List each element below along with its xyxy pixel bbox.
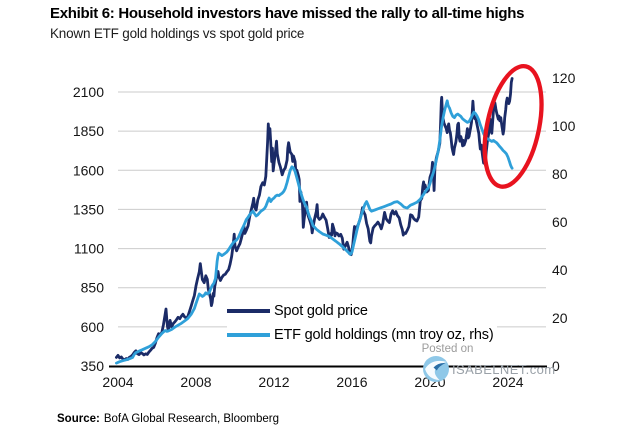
red-circle-annotation [482, 63, 544, 189]
x-axis-tick-labels: 2004 2008 2012 2016 2020 2024 [102, 374, 523, 390]
etf-gold-holdings-line [115, 99, 514, 365]
right-axis-tick-label: 80 [552, 166, 568, 182]
data-series-lines [115, 77, 514, 365]
source-text: BofA Global Research, Bloomberg [103, 413, 279, 425]
x-axis-tick-label: 2008 [180, 374, 211, 390]
legend-item-spot-gold-price: Spot gold price [227, 300, 372, 322]
watermark-posted-on: Posted on [421, 343, 474, 355]
left-axis-tick-label: 1600 [73, 162, 104, 178]
left-axis-tick-label: 1850 [73, 123, 104, 139]
exhibit-title: Exhibit 6: Household investors have miss… [50, 5, 525, 22]
left-axis-tick-label: 850 [81, 280, 105, 296]
right-axis-tick-labels: 0 20 40 60 80 100 120 [552, 70, 576, 374]
right-axis-tick-label: 40 [552, 262, 568, 278]
left-axis-tick-label: 2100 [73, 84, 104, 100]
legend-item-etf-gold-holdings: ETF gold holdings (mn troy oz, rhs) [227, 324, 498, 346]
x-axis-tick-label: 2012 [258, 374, 289, 390]
etf-holdings-line-swatch [227, 333, 270, 337]
x-axis-tick-label: 2024 [492, 374, 523, 390]
legend-label-etf-gold-holdings: ETF gold holdings (mn troy oz, rhs) [274, 327, 494, 343]
right-axis-tick-label: 20 [552, 310, 568, 326]
right-axis-tick-label: 120 [552, 70, 576, 86]
left-axis-tick-label: 1100 [74, 241, 104, 257]
isabelnet-logo-icon [423, 356, 449, 382]
watermark-site-name: ISABELNET.com [452, 362, 556, 377]
left-axis-tick-labels: 350 600 850 1100 1350 1600 1850 2100 [73, 84, 104, 374]
right-axis-tick-label: 0 [552, 358, 560, 374]
legend-label-spot-gold-price: Spot gold price [274, 303, 368, 319]
source-label: Source: [57, 413, 100, 425]
x-axis-tick-label: 2016 [336, 374, 367, 390]
x-axis-tick-label: 2004 [102, 374, 133, 390]
exhibit-subtitle: Known ETF gold holdings vs spot gold pri… [50, 26, 305, 41]
left-axis-tick-label: 600 [81, 319, 105, 335]
right-axis-tick-label: 100 [552, 118, 576, 134]
left-axis-tick-label: 350 [81, 358, 105, 374]
left-axis-tick-label: 1350 [73, 201, 104, 217]
divergence-highlight-ellipse [482, 63, 544, 189]
right-axis-tick-label: 60 [552, 214, 568, 230]
source-line: Source: BofA Global Research, Bloomberg [57, 413, 279, 425]
spot-gold-line-swatch [227, 309, 270, 313]
spot-gold-price-line [115, 77, 514, 362]
